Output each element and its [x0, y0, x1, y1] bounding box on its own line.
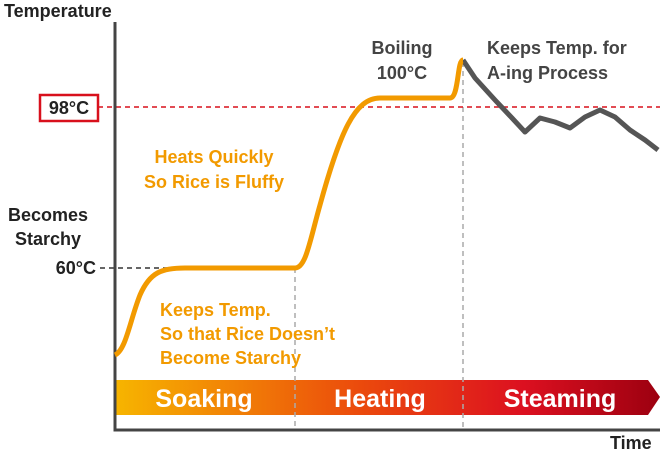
phase-bar — [115, 380, 660, 415]
temperature-curve — [113, 57, 466, 358]
annotation: Heats Quickly — [154, 147, 273, 167]
y-axis-label: Temperature — [4, 1, 112, 21]
phase-label: Heating — [334, 385, 426, 413]
annotation: Boiling — [372, 38, 433, 58]
level-label: 98°C — [49, 98, 89, 118]
phase-label: Soaking — [155, 385, 252, 413]
annotation: Keeps Temp. — [160, 300, 271, 320]
x-axis-label: Time — [610, 433, 652, 453]
annotation: Become Starchy — [160, 348, 301, 368]
level-box — [38, 93, 100, 123]
annotation: A-ing Process — [487, 63, 608, 83]
annotation: So Rice is Fluffy — [144, 172, 284, 192]
level-label: 60°C — [56, 258, 96, 278]
level-note: Becomes — [8, 205, 88, 225]
axes — [113, 22, 660, 432]
phase-label: Steaming — [504, 385, 617, 413]
annotation: 100°C — [377, 63, 427, 83]
level-note: Starchy — [15, 229, 81, 249]
annotation: Keeps Temp. for — [487, 38, 627, 58]
steaming-curve — [460, 58, 660, 152]
annotation: So that Rice Doesn’t — [160, 324, 335, 344]
